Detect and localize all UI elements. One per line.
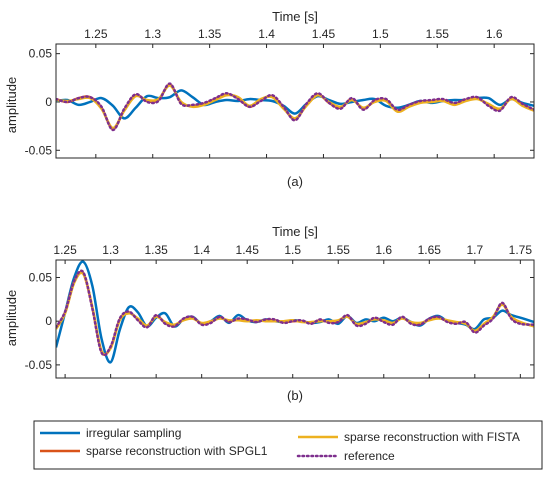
chart-panel-a: Time [s] amplitude 1.25 1.3 1.35 1.4 1.45 1.5… bbox=[4, 9, 535, 189]
panel-b-x-ticks: 1.25 1.3 1.35 1.4 1.45 1.5 1.55 1.6 1.65 1.7 1.75 bbox=[53, 243, 532, 378]
legend-label-fista: sparse reconstruction with FISTA bbox=[344, 430, 520, 444]
panel-b-axes-frame bbox=[55, 259, 535, 379]
panel-a-xlabel: Time [s] bbox=[272, 9, 318, 24]
panel-a-series-reference bbox=[56, 82, 534, 132]
panel-b-xtick-label: 1.65 bbox=[418, 243, 442, 257]
panel-a-series-irregular-sampling bbox=[56, 89, 534, 120]
panel-a-ytick-label: -0.05 bbox=[25, 143, 53, 157]
panel-b-xtick-label: 1.5 bbox=[284, 243, 301, 257]
panel-b-xtick-label: 1.4 bbox=[193, 243, 210, 257]
legend-label-irregular-sampling: irregular sampling bbox=[86, 426, 181, 440]
panel-a-ytick-label: 0.05 bbox=[29, 47, 53, 61]
panel-a-ylabel: amplitude bbox=[4, 77, 19, 133]
panel-a-series-sparse-reconstruction-with-fista bbox=[56, 84, 534, 130]
panel-a-label: (a) bbox=[287, 174, 303, 189]
panel-b-series-reference bbox=[56, 269, 534, 357]
legend: irregular sampling sparse reconstruction… bbox=[33, 420, 543, 470]
panel-b-series-sparse-reconstruction-with-fista bbox=[56, 271, 534, 356]
panel-b-xtick-label: 1.7 bbox=[466, 243, 483, 257]
panel-a-xtick-label: 1.3 bbox=[144, 27, 161, 41]
panel-a-x-ticks: 1.25 1.3 1.35 1.4 1.45 1.5 1.55 1.6 bbox=[84, 27, 503, 158]
panel-b-xtick-label: 1.3 bbox=[102, 243, 119, 257]
panel-a-xtick-label: 1.4 bbox=[258, 27, 275, 41]
panel-b-label: (b) bbox=[287, 388, 303, 403]
panel-a-ytick-label: 0 bbox=[45, 95, 52, 109]
panel-b-xtick-label: 1.25 bbox=[53, 243, 77, 257]
panel-b-xtick-label: 1.55 bbox=[327, 243, 351, 257]
panel-b-xtick-label: 1.35 bbox=[144, 243, 168, 257]
panel-a-xtick-label: 1.6 bbox=[486, 27, 503, 41]
panel-a-xtick-label: 1.55 bbox=[426, 27, 450, 41]
panel-b-y-ticks: -0.05 0 0.05 bbox=[25, 270, 534, 372]
panel-a-y-ticks: -0.05 0 0.05 bbox=[25, 47, 534, 157]
panel-b-xtick-label: 1.75 bbox=[509, 243, 533, 257]
panel-b-ytick-label: 0 bbox=[45, 314, 52, 328]
panel-a-xtick-label: 1.5 bbox=[372, 27, 389, 41]
panel-b-series bbox=[56, 260, 534, 364]
panel-a-axes-frame bbox=[55, 43, 535, 159]
panel-a-xtick-label: 1.35 bbox=[198, 27, 222, 41]
legend-box bbox=[33, 420, 543, 470]
legend-label-reference: reference bbox=[344, 449, 395, 463]
panel-a-series bbox=[56, 82, 534, 132]
panel-b-ytick-label: -0.05 bbox=[25, 358, 53, 372]
legend-label-spgl1: sparse reconstruction with SPGL1 bbox=[86, 444, 268, 458]
panel-a-xtick-label: 1.25 bbox=[84, 27, 108, 41]
panel-b-xtick-label: 1.45 bbox=[236, 243, 260, 257]
chart-panel-b: Time [s] amplitude 1.25 1.3 1.35 1.4 1.45 1.5… bbox=[4, 224, 535, 403]
panel-b-xlabel: Time [s] bbox=[272, 224, 318, 239]
panel-a-xtick-label: 1.45 bbox=[312, 27, 336, 41]
panel-b-xtick-label: 1.6 bbox=[375, 243, 392, 257]
panel-b-ytick-label: 0.05 bbox=[29, 270, 53, 284]
panel-b-ylabel: amplitude bbox=[4, 290, 19, 346]
